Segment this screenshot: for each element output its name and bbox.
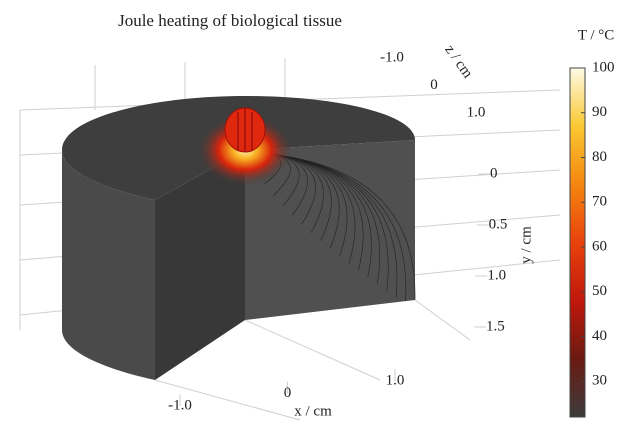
cut-face	[155, 150, 245, 380]
colorbar-tick-label: 90	[592, 104, 607, 120]
colorbar-tick-label: 30	[592, 373, 607, 389]
outer-side	[62, 150, 155, 380]
axis-tick-label: -1.0	[168, 397, 192, 413]
colorbar-tick-label: 60	[592, 238, 607, 254]
y-axis-label: y / cm	[518, 226, 534, 264]
x-axis-label: x / cm	[294, 403, 332, 419]
axis-tick-label: 1.0	[487, 267, 506, 283]
electrode-ribs	[237, 108, 253, 152]
axis-tick-label: 0	[284, 385, 292, 401]
colorbar-tick-label: 70	[592, 194, 607, 210]
chart-title: Joule heating of biological tissue	[118, 11, 342, 30]
z-axis-label: z / cm	[441, 42, 475, 81]
colorbar-tick-label: 80	[592, 149, 607, 165]
axis-tick-label: 0	[430, 77, 438, 93]
axis-tick-label: 0.5	[489, 216, 508, 232]
colorbar	[569, 67, 586, 418]
axis-tick-label: 1.5	[486, 318, 505, 334]
axis-tick-label: 1.0	[386, 372, 405, 388]
colorbar-tick-label: 50	[592, 283, 607, 299]
cut-face	[245, 140, 415, 320]
axis-tick-label: -1.0	[380, 49, 404, 65]
colorbar-label: T / °C	[578, 27, 615, 43]
tissue	[62, 96, 416, 380]
axis-tick-label: 0	[490, 165, 498, 181]
colorbar-tick-label: 40	[592, 328, 607, 344]
colorbar-tick-label: 100	[592, 59, 615, 75]
axis-tick-label: 1.0	[467, 104, 486, 120]
